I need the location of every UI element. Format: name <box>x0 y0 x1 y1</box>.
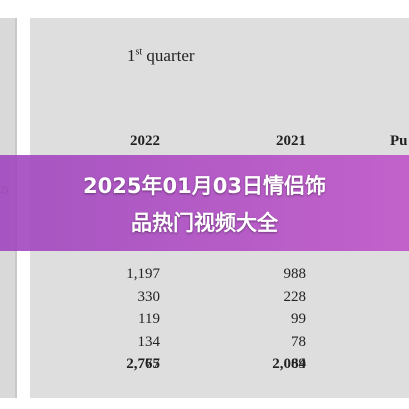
table-cell: 228 <box>283 288 307 305</box>
column-header: 2022 <box>130 133 160 149</box>
table-cell: 77 <box>145 356 160 372</box>
table-cell: 330 <box>137 288 161 305</box>
table-cell: 69 <box>291 356 306 372</box>
table-cell: 2,765 <box>126 356 160 372</box>
column-header: Pu <box>390 133 408 149</box>
table-cell: 134 <box>137 333 161 350</box>
table-cell: 99 <box>291 311 306 327</box>
banner-line: 2025年01月03日情侣饰 <box>83 174 326 198</box>
table-cell: 1,197 <box>126 266 160 282</box>
title-banner: 2025年01月03日情侣饰 品热门视频大全 <box>0 155 409 251</box>
heading: 1st quarter <box>127 46 195 66</box>
table-cell: 119 <box>138 311 160 327</box>
column-header: 2021 <box>276 133 306 149</box>
table-cell: 78 <box>291 333 306 350</box>
table-cell: 2,084 <box>272 356 306 372</box>
heading-rest: quarter <box>142 46 195 65</box>
heading-num: 1 <box>127 46 136 65</box>
heading-sup: st <box>135 46 143 58</box>
table-cell: 988 <box>283 266 307 282</box>
banner-line: 品热门视频大全 <box>131 211 278 235</box>
